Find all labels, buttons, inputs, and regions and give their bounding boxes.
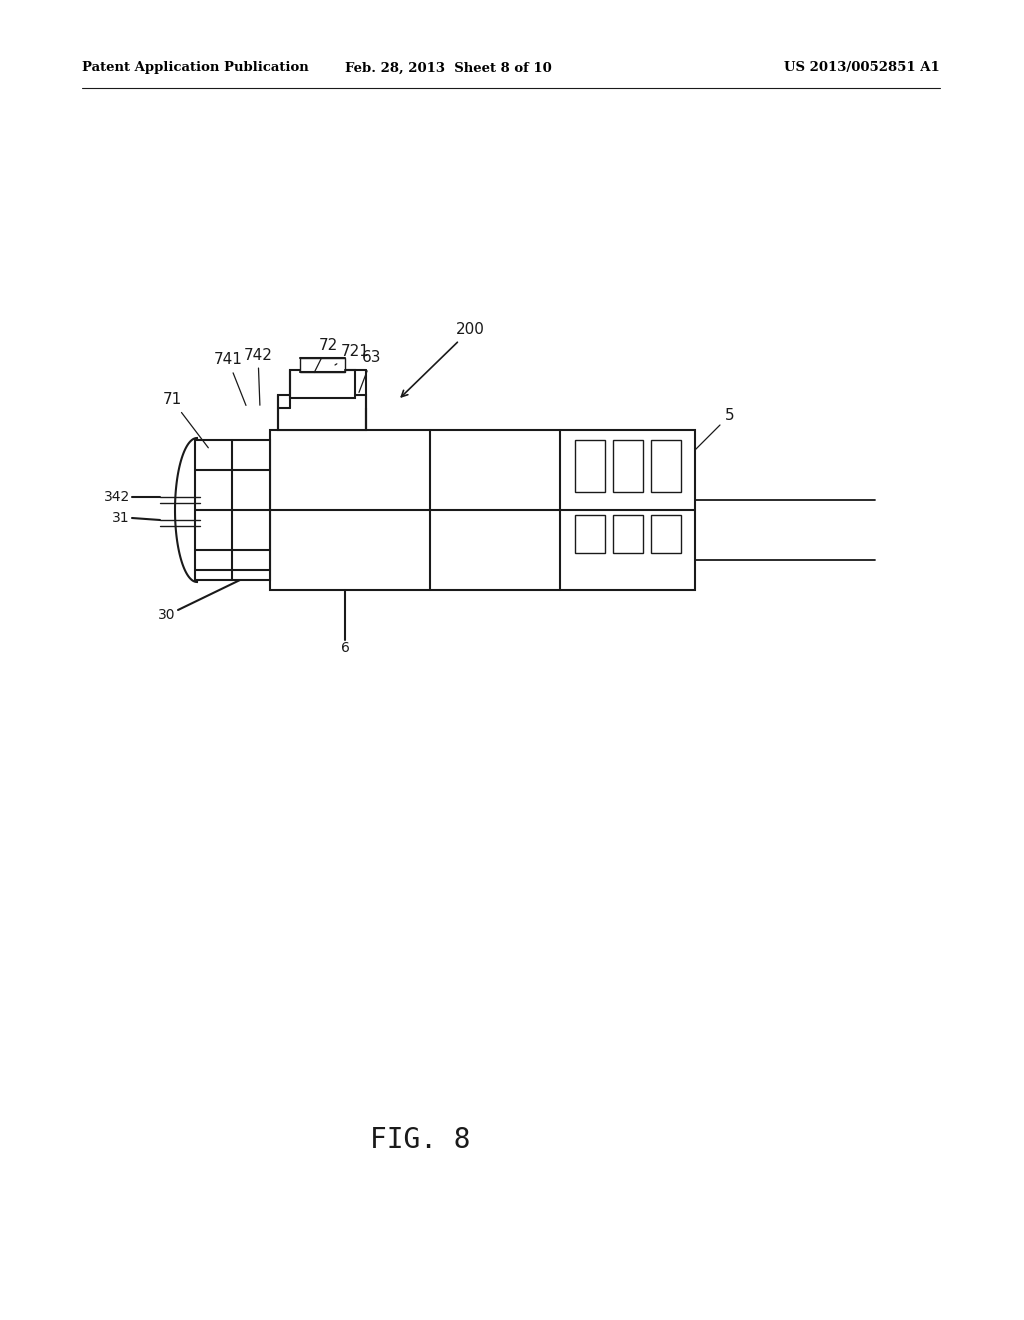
Bar bbox=[300, 358, 345, 372]
Text: 31: 31 bbox=[113, 511, 130, 525]
Text: US 2013/0052851 A1: US 2013/0052851 A1 bbox=[784, 62, 940, 74]
Text: 6: 6 bbox=[341, 642, 349, 655]
Text: 63: 63 bbox=[359, 351, 382, 392]
Bar bbox=[613, 515, 643, 553]
Bar bbox=[290, 370, 355, 399]
Text: 741: 741 bbox=[214, 352, 246, 405]
Text: 721: 721 bbox=[335, 345, 370, 366]
Text: 72: 72 bbox=[314, 338, 338, 372]
Bar bbox=[575, 440, 605, 492]
Text: 71: 71 bbox=[163, 392, 208, 447]
Text: 742: 742 bbox=[244, 347, 272, 405]
Bar bbox=[278, 395, 366, 430]
Text: Feb. 28, 2013  Sheet 8 of 10: Feb. 28, 2013 Sheet 8 of 10 bbox=[345, 62, 551, 74]
Text: 5: 5 bbox=[725, 408, 735, 422]
Text: 30: 30 bbox=[158, 609, 175, 622]
Text: 342: 342 bbox=[103, 490, 130, 504]
Text: 200: 200 bbox=[401, 322, 484, 397]
Bar bbox=[651, 440, 681, 492]
Text: FIG. 8: FIG. 8 bbox=[370, 1126, 470, 1154]
Bar bbox=[613, 440, 643, 492]
Text: Patent Application Publication: Patent Application Publication bbox=[82, 62, 309, 74]
Bar bbox=[270, 430, 695, 590]
Bar bbox=[195, 440, 270, 579]
Bar bbox=[651, 515, 681, 553]
Bar bbox=[575, 515, 605, 553]
